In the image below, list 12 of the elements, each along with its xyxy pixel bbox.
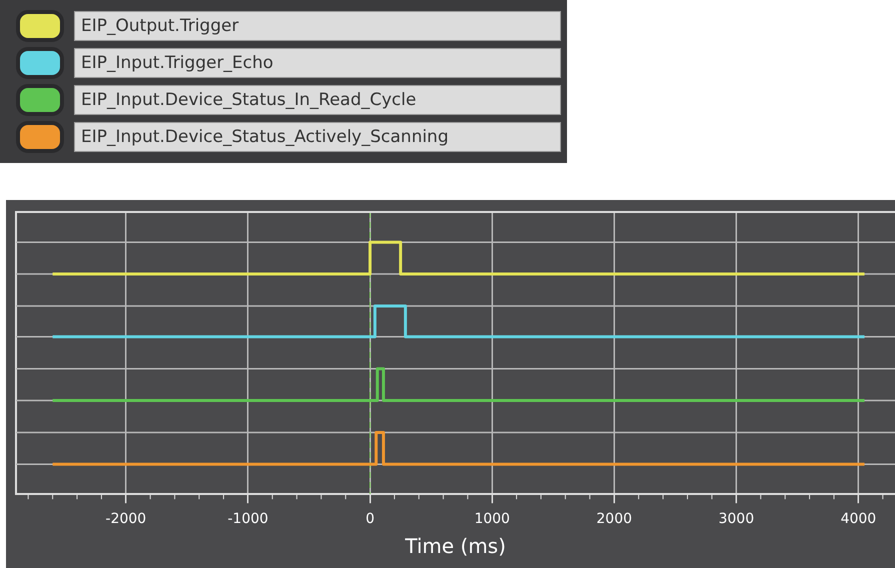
x-tick-label: -2000: [106, 511, 146, 528]
x-tick-label: 3000: [718, 511, 754, 528]
x-tick-label: 1000: [474, 511, 510, 528]
x-tick-label: 0: [366, 511, 375, 528]
legend-label: EIP_Input.Trigger_Echo: [74, 48, 561, 78]
x-axis-title: Time (ms): [404, 534, 506, 558]
legend-label: EIP_Input.Device_Status_In_Read_Cycle: [74, 85, 561, 115]
x-tick-label: 4000: [840, 511, 876, 528]
legend-label: EIP_Output.Trigger: [74, 11, 561, 41]
x-tick-label: -1000: [228, 511, 268, 528]
legend-label: EIP_Input.Device_Status_Actively_Scanning: [74, 122, 561, 152]
x-tick-label: 2000: [596, 511, 632, 528]
